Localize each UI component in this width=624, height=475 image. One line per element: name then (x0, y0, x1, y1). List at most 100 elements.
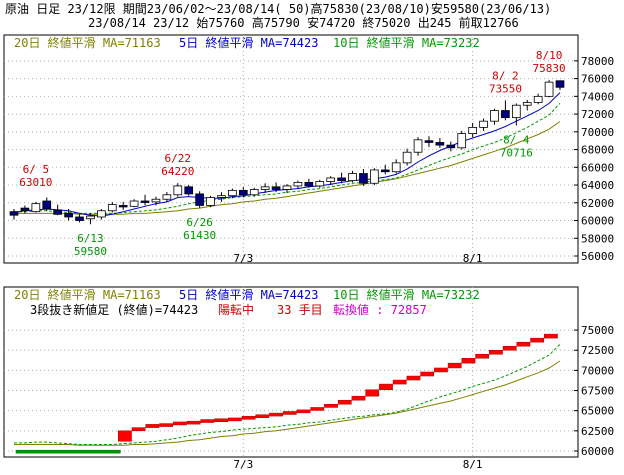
annotation-value: 73550 (489, 82, 522, 95)
lower-legend-ma20: 20日 終値平滑 MA=71163 (14, 287, 161, 302)
upper-y-axis: 56000 58000 60000 62000 64000 66000 68000 70000… (574, 55, 614, 263)
new-price-brick (461, 358, 476, 364)
annotation-date: 6/13 (77, 232, 104, 245)
candle-body (184, 186, 194, 195)
upper-y-tick-label: 58000 (581, 232, 614, 245)
new-price-brick (475, 354, 490, 359)
candle-body (413, 139, 423, 153)
lower-y-axis: 60000 62500 65000 67500 70000 72500 75000 (574, 324, 614, 458)
candle-body (479, 120, 488, 128)
candle-body (173, 185, 183, 196)
candle-body (42, 200, 52, 210)
candle-body (75, 216, 84, 221)
new-price-brick (406, 375, 421, 381)
annotation-date: 8/ 2 (492, 69, 519, 82)
new-price-brick (420, 371, 435, 377)
new-price-brick (227, 417, 242, 422)
annotation-date: 8/10 (536, 49, 563, 62)
lower-signal-state: 陽転中 (218, 302, 254, 317)
annotation-value: 61430 (183, 229, 216, 242)
upper-y-tick-label: 64000 (581, 179, 614, 192)
candle-body (391, 162, 401, 173)
new-price-brick (379, 383, 393, 390)
candle-body (53, 209, 63, 215)
candle-body (304, 181, 314, 187)
lower-bricks (15, 333, 558, 454)
new-price-brick (502, 345, 517, 351)
lower-y-tick-label: 62500 (581, 425, 614, 438)
upper-y-tick-label: 66000 (581, 161, 614, 174)
new-price-brick (145, 424, 160, 428)
new-price-brick (324, 403, 338, 408)
upper-y-tick-label: 56000 (581, 250, 614, 263)
new-price-brick (241, 416, 256, 420)
candle-body (370, 169, 379, 184)
new-price-brick (516, 341, 531, 347)
lower-y-tick-label: 72500 (581, 344, 614, 357)
new-price-brick (489, 349, 503, 355)
lower-x-tick-label: 8/1 (463, 458, 483, 471)
header-bg (0, 0, 624, 32)
upper-y-tick-label: 72000 (581, 108, 614, 121)
upper-x-axis: 7/3 8/1 (233, 252, 482, 265)
lower-moving-averages (14, 343, 561, 446)
annotation-date: 6/ 5 (23, 163, 50, 176)
candle-body (31, 203, 41, 213)
new-price-brick (200, 419, 215, 423)
candle-body (555, 80, 565, 88)
candle-body (457, 133, 467, 149)
candle-body (533, 95, 543, 103)
lower-x-axis: 7/3 8/1 (233, 458, 482, 471)
upper-legend-ma10: 10日 終値平滑 MA=73232 (333, 35, 480, 50)
candle-body (511, 104, 521, 119)
candle-body (326, 177, 336, 182)
upper-x-tick-label: 8/1 (463, 252, 483, 265)
new-price-brick (131, 427, 146, 432)
upper-chart: 20日 終値平滑 MA=71163 5日 終値平滑 MA=74423 10日 終… (3, 34, 614, 265)
annotation-value: 70716 (500, 146, 533, 159)
new-price-brick (118, 430, 132, 442)
new-price-brick (282, 411, 297, 415)
candle-body (107, 204, 117, 212)
candle-body (9, 211, 19, 216)
new-price-brick (337, 399, 352, 405)
new-price-brick (544, 333, 558, 339)
upper-legend-ma5: 5日 終値平滑 MA=74423 (179, 35, 318, 50)
candle-body (293, 181, 303, 187)
candle-body (380, 169, 390, 173)
new-price-brick (530, 337, 545, 343)
new-price-brick (159, 423, 173, 427)
new-price-brick (310, 407, 325, 411)
lower-y-tick-label: 70000 (581, 364, 614, 377)
candle-body (217, 195, 226, 198)
new-price-brick (214, 418, 228, 422)
candle-body (20, 207, 30, 212)
annotation-date: 8/ 4 (503, 133, 530, 146)
candle-body (271, 186, 281, 190)
upper-legend-ma20: 20日 終値平滑 MA=71163 (14, 35, 161, 50)
lower-y-tick-label: 75000 (581, 324, 614, 337)
lower-signal-newprice: 3段抜き新値足 (終値)=74423 (30, 302, 198, 317)
new-price-brick (269, 412, 283, 417)
lower-ma20-line (14, 360, 561, 446)
new-price-brick (447, 362, 462, 369)
upper-x-tick-label: 7/3 (233, 252, 253, 265)
annotation-value: 64220 (161, 165, 194, 178)
lower-y-tick-label: 67500 (581, 385, 614, 398)
lower-legend-ma10: 10日 終値平滑 MA=73232 (333, 287, 480, 302)
header-line-1: 原油 日足 23/12限 期間23/06/02～23/08/14( 50)高75… (5, 1, 551, 16)
lower-chart: 20日 終値平滑 MA=71163 5日 終値平滑 MA=74423 10日 終… (3, 286, 614, 471)
candle-body (97, 210, 106, 218)
new-price-brick (15, 449, 121, 454)
annotation-value: 75830 (533, 62, 566, 75)
lower-gridlines (4, 287, 578, 457)
candle-body (468, 126, 477, 134)
new-price-brick (255, 414, 270, 418)
upper-candles (9, 80, 565, 225)
candle-body (260, 186, 270, 190)
lower-y-tick-label: 65000 (581, 405, 614, 418)
new-price-brick (172, 421, 187, 426)
new-price-brick (365, 389, 380, 397)
